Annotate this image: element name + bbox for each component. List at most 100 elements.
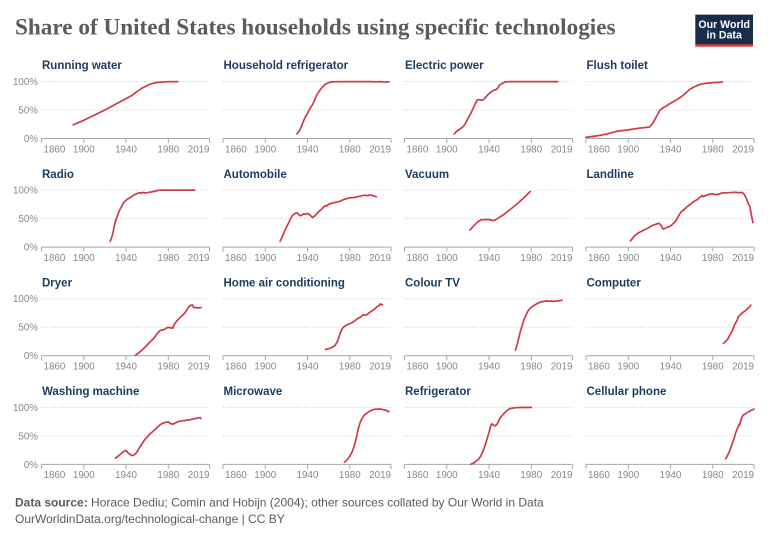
svg-text:1900: 1900 — [254, 362, 276, 373]
svg-text:1980: 1980 — [157, 362, 179, 373]
svg-text:1860: 1860 — [44, 362, 66, 373]
svg-text:1900: 1900 — [617, 253, 639, 264]
svg-text:0%: 0% — [24, 243, 38, 254]
svg-text:1860: 1860 — [407, 253, 429, 264]
svg-text:2019: 2019 — [188, 362, 210, 373]
svg-text:1940: 1940 — [115, 144, 137, 155]
svg-text:1940: 1940 — [478, 253, 500, 264]
svg-text:1980: 1980 — [702, 470, 724, 481]
svg-text:1900: 1900 — [73, 470, 95, 481]
svg-text:Colour TV: Colour TV — [405, 278, 460, 290]
svg-text:Our World: Our World — [698, 19, 750, 31]
svg-text:Refrigerator: Refrigerator — [405, 386, 471, 398]
svg-text:Home air conditioning: Home air conditioning — [224, 278, 345, 290]
svg-text:2019: 2019 — [551, 144, 573, 155]
svg-text:1940: 1940 — [115, 362, 137, 373]
svg-text:Cellular phone: Cellular phone — [587, 386, 667, 398]
svg-text:1980: 1980 — [157, 470, 179, 481]
svg-text:1860: 1860 — [225, 144, 247, 155]
svg-text:Washing machine: Washing machine — [42, 386, 139, 398]
svg-text:2019: 2019 — [188, 470, 210, 481]
svg-text:1940: 1940 — [478, 470, 500, 481]
svg-text:Dryer: Dryer — [42, 278, 73, 290]
svg-text:1900: 1900 — [436, 144, 458, 155]
svg-text:Radio: Radio — [42, 169, 74, 181]
svg-text:1860: 1860 — [407, 362, 429, 373]
svg-text:2019: 2019 — [551, 470, 573, 481]
svg-text:in Data: in Data — [707, 30, 742, 42]
svg-text:0%: 0% — [24, 460, 38, 471]
svg-text:1860: 1860 — [588, 470, 610, 481]
svg-text:2019: 2019 — [551, 253, 573, 264]
svg-text:1940: 1940 — [478, 362, 500, 373]
svg-text:1860: 1860 — [44, 253, 66, 264]
svg-text:1980: 1980 — [157, 253, 179, 264]
svg-text:1900: 1900 — [254, 144, 276, 155]
svg-text:100%: 100% — [13, 403, 38, 414]
svg-text:1860: 1860 — [407, 470, 429, 481]
svg-text:1980: 1980 — [339, 362, 361, 373]
svg-text:0%: 0% — [24, 134, 38, 145]
svg-text:1860: 1860 — [588, 362, 610, 373]
svg-text:1900: 1900 — [254, 253, 276, 264]
svg-text:Computer: Computer — [587, 278, 642, 290]
svg-text:1980: 1980 — [339, 144, 361, 155]
svg-text:1900: 1900 — [436, 362, 458, 373]
svg-text:2019: 2019 — [732, 144, 754, 155]
svg-text:1940: 1940 — [660, 470, 682, 481]
svg-text:Running water: Running water — [42, 60, 122, 72]
svg-text:1940: 1940 — [297, 253, 319, 264]
svg-text:Microwave: Microwave — [224, 386, 283, 398]
svg-text:1980: 1980 — [520, 253, 542, 264]
svg-text:100%: 100% — [13, 77, 38, 88]
svg-text:1980: 1980 — [702, 362, 724, 373]
svg-text:50%: 50% — [18, 323, 38, 334]
svg-text:1900: 1900 — [73, 144, 95, 155]
svg-text:1900: 1900 — [617, 470, 639, 481]
svg-text:1860: 1860 — [588, 253, 610, 264]
svg-text:100%: 100% — [13, 186, 38, 197]
svg-text:1980: 1980 — [157, 144, 179, 155]
svg-text:1940: 1940 — [660, 362, 682, 373]
svg-text:2019: 2019 — [369, 470, 391, 481]
svg-text:2019: 2019 — [369, 362, 391, 373]
svg-text:1980: 1980 — [520, 144, 542, 155]
svg-text:50%: 50% — [18, 105, 38, 116]
svg-text:1860: 1860 — [44, 470, 66, 481]
svg-text:1900: 1900 — [254, 470, 276, 481]
svg-text:Landline: Landline — [587, 169, 634, 181]
svg-text:2019: 2019 — [369, 253, 391, 264]
svg-text:1980: 1980 — [520, 362, 542, 373]
svg-text:Flush toilet: Flush toilet — [587, 60, 649, 72]
svg-text:Data source: Horace Dediu; Com: Data source: Horace Dediu; Comin and Hob… — [15, 496, 544, 510]
svg-text:2019: 2019 — [732, 362, 754, 373]
svg-text:1900: 1900 — [436, 253, 458, 264]
svg-text:100%: 100% — [13, 294, 38, 305]
svg-text:1900: 1900 — [73, 362, 95, 373]
svg-text:1980: 1980 — [339, 253, 361, 264]
svg-text:2019: 2019 — [551, 362, 573, 373]
svg-text:50%: 50% — [18, 431, 38, 442]
svg-text:1940: 1940 — [297, 144, 319, 155]
svg-text:1980: 1980 — [520, 470, 542, 481]
svg-text:1900: 1900 — [617, 362, 639, 373]
svg-text:Electric power: Electric power — [405, 60, 484, 72]
svg-text:OurWorldinData.org/technologic: OurWorldinData.org/technological-change … — [15, 512, 285, 526]
svg-text:1940: 1940 — [478, 144, 500, 155]
svg-text:1900: 1900 — [73, 253, 95, 264]
svg-text:Share of United States househo: Share of United States households using … — [15, 15, 616, 41]
svg-text:2019: 2019 — [369, 144, 391, 155]
svg-text:1940: 1940 — [115, 253, 137, 264]
svg-text:1860: 1860 — [407, 144, 429, 155]
svg-text:Automobile: Automobile — [224, 169, 287, 181]
svg-text:1980: 1980 — [702, 253, 724, 264]
svg-text:1860: 1860 — [44, 144, 66, 155]
svg-text:1860: 1860 — [588, 144, 610, 155]
svg-text:1940: 1940 — [115, 470, 137, 481]
svg-text:Vacuum: Vacuum — [405, 169, 449, 181]
svg-text:1860: 1860 — [225, 470, 247, 481]
svg-text:1900: 1900 — [617, 144, 639, 155]
svg-text:2019: 2019 — [188, 144, 210, 155]
svg-text:2019: 2019 — [732, 470, 754, 481]
svg-text:1980: 1980 — [702, 144, 724, 155]
